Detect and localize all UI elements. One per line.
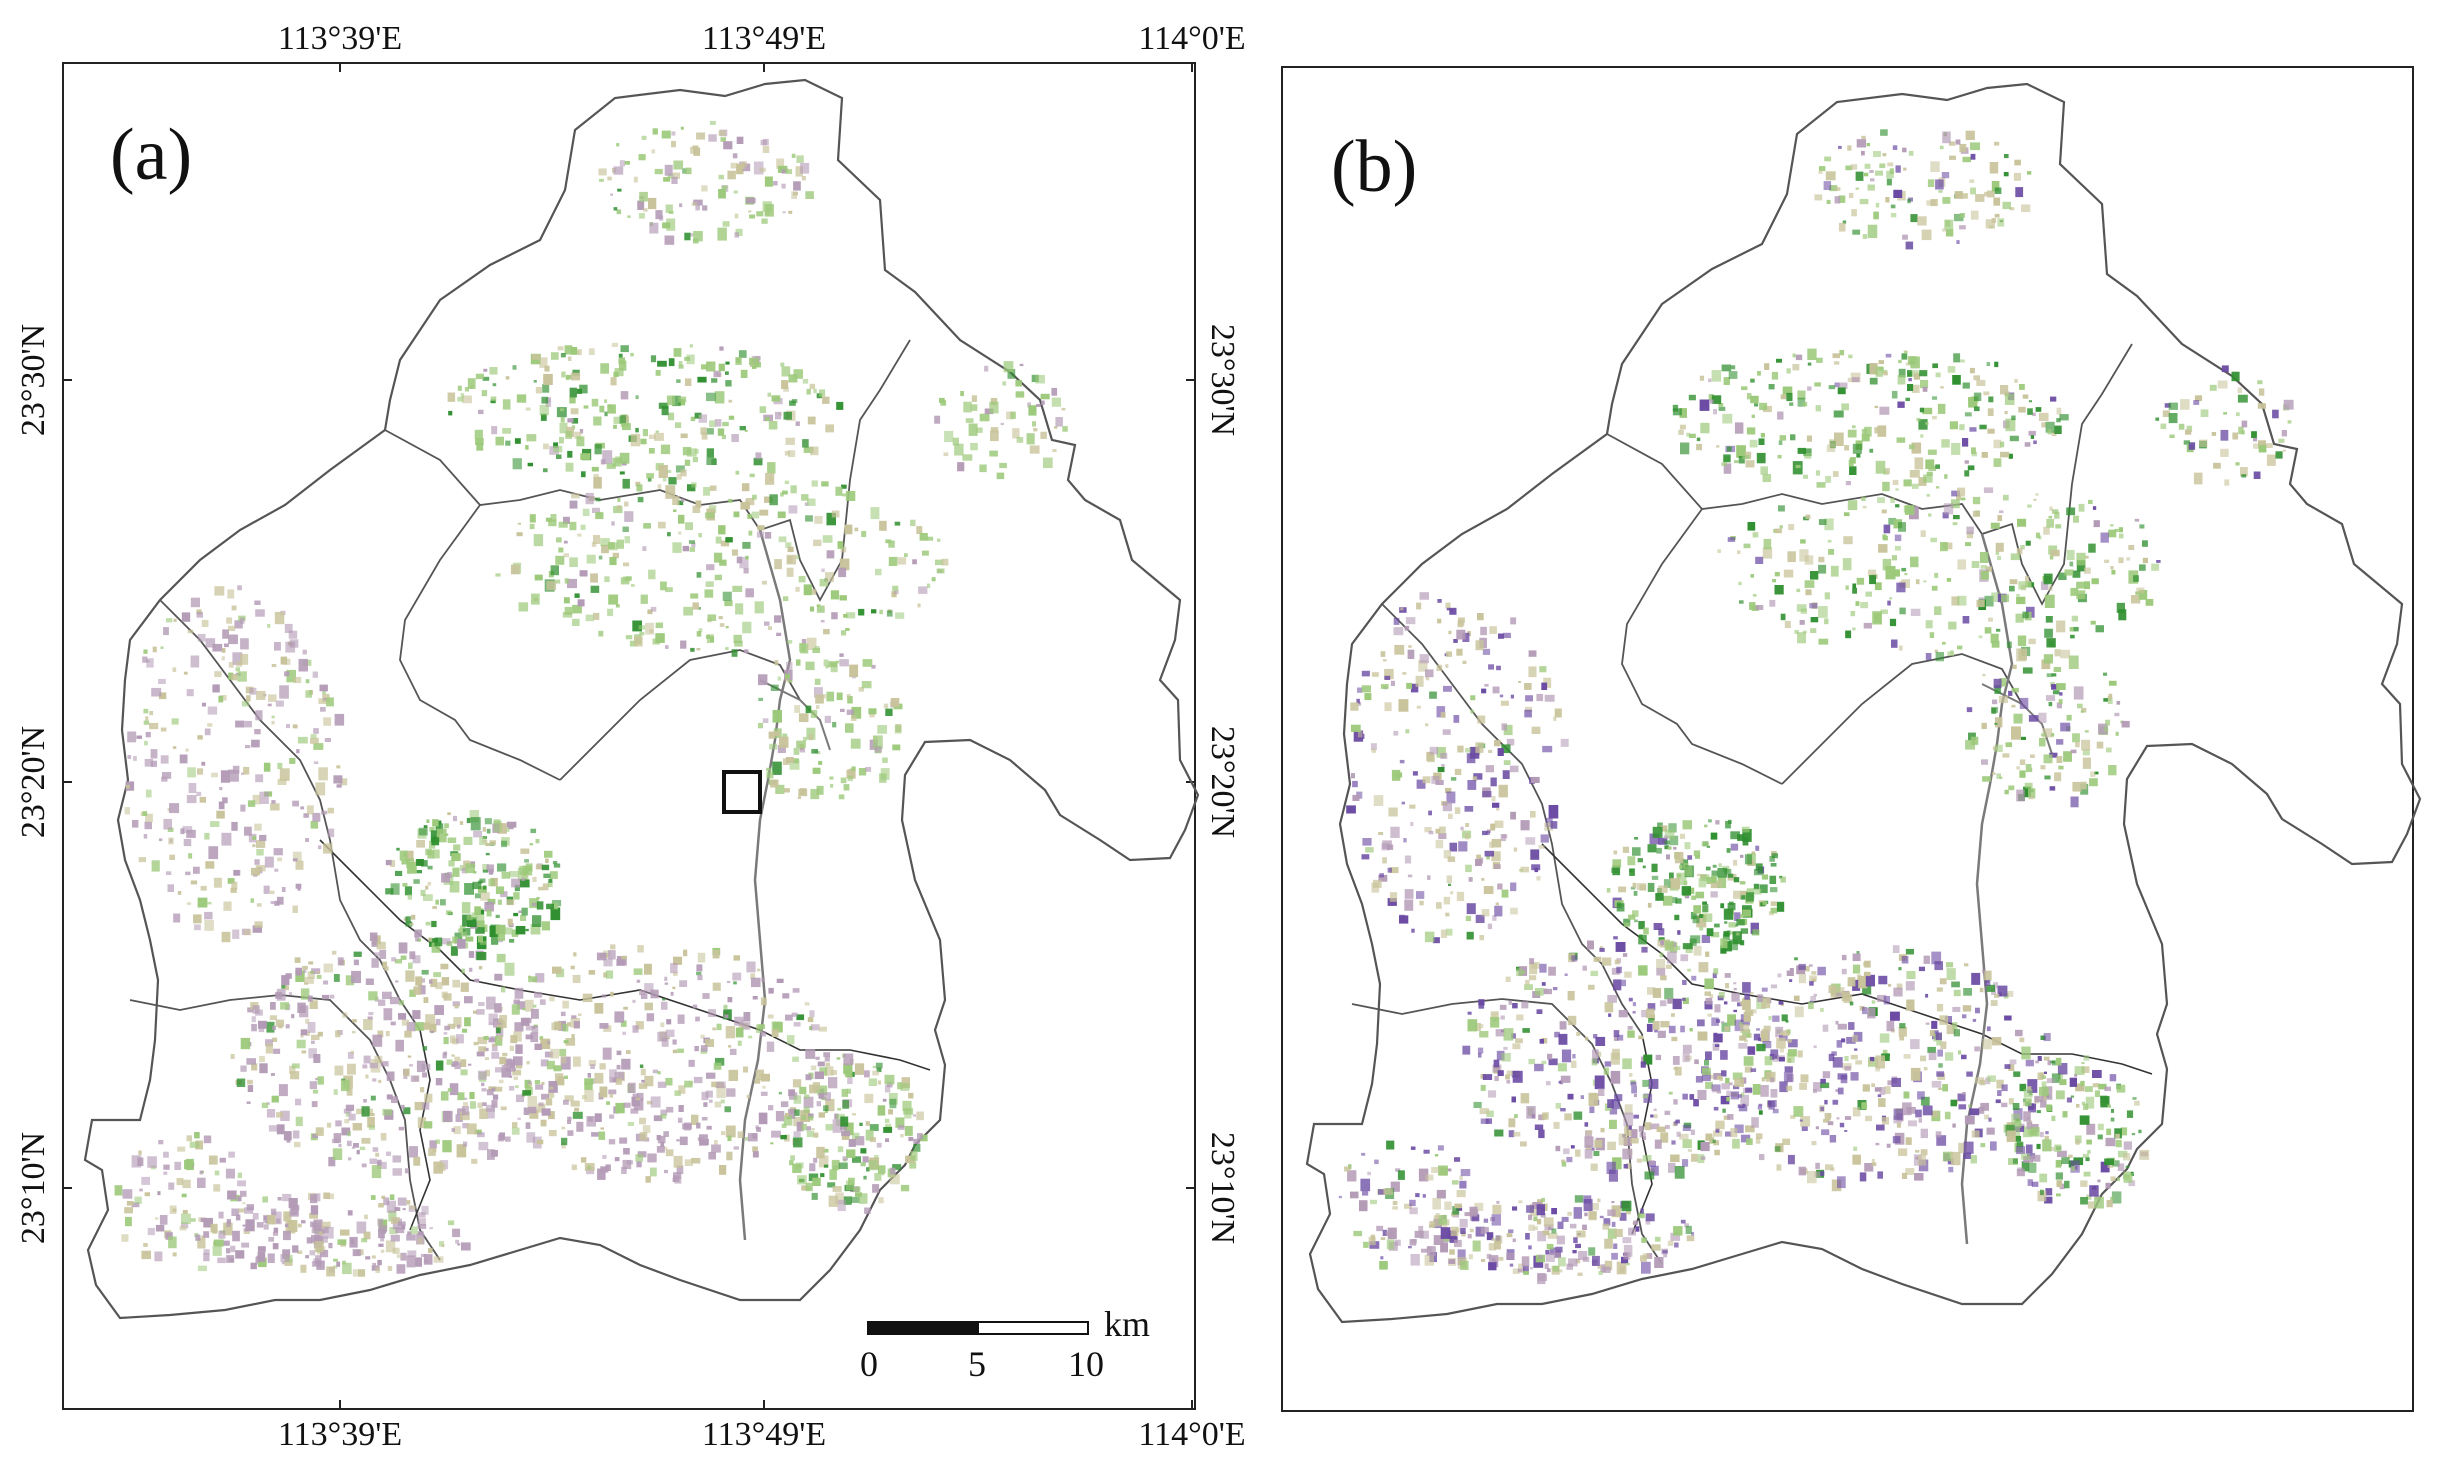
lon-tick-top-2: 113°49'E bbox=[701, 20, 827, 57]
lat-tick-right-1: 23°30'N bbox=[1204, 323, 1241, 437]
lon-tick-top-3: 114°0'E bbox=[1138, 20, 1246, 57]
lon-tick-top-1: 113°39'E bbox=[277, 20, 403, 57]
lat-tick-left-2: 23°20'N bbox=[15, 725, 52, 839]
lon-tick-bottom-3: 114°0'E bbox=[1138, 1416, 1246, 1453]
panel-b-frame: (b) bbox=[1281, 66, 2414, 1412]
panel-a-label: (a) bbox=[110, 114, 193, 196]
lat-tick-left-3: 23°10'N bbox=[15, 1131, 52, 1245]
lat-tick-right-2: 23°20'N bbox=[1204, 725, 1241, 839]
lon-tick-bottom-2: 113°49'E bbox=[701, 1416, 827, 1453]
lon-tick-bottom-1: 113°39'E bbox=[277, 1416, 403, 1453]
lat-tick-right-3: 23°10'N bbox=[1204, 1131, 1241, 1245]
panel-b-label: (b) bbox=[1331, 126, 1418, 208]
lat-tick-left-1: 23°30'N bbox=[15, 323, 52, 437]
panel-a-frame: (a) bbox=[62, 62, 1196, 1410]
